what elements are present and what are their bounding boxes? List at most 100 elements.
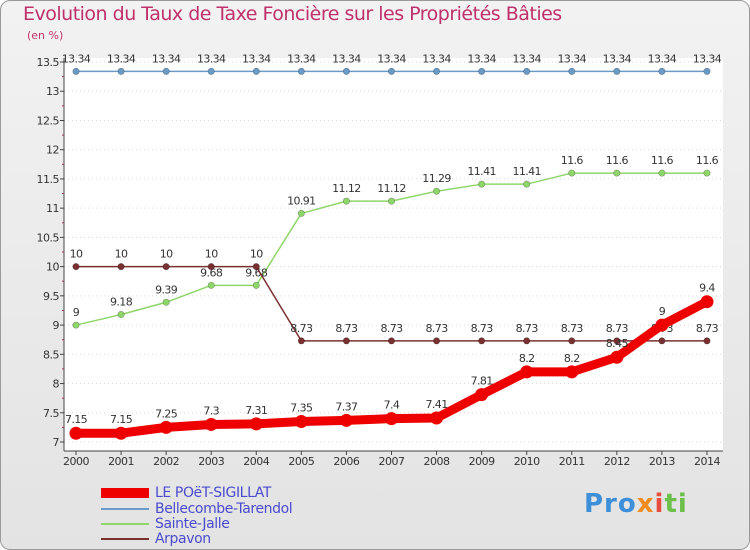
legend-label-arpavon: Arpavon	[155, 531, 211, 547]
data-label-bellecombe-tarendol: 13.34	[648, 52, 677, 65]
data-label-arpavon: 8.73	[380, 322, 403, 335]
data-label-sainte-jalle: 11.6	[606, 154, 629, 167]
data-point-arpavon	[478, 337, 486, 345]
data-label-le-poet-sigillat: 9	[659, 305, 666, 318]
y-tick-label: 8.5	[43, 348, 59, 361]
y-tick-label: 7.5	[43, 407, 59, 420]
legend-item-le-poet-sigillat: LE POëT-SIGILLAT	[101, 485, 341, 501]
x-tick-label: 2006	[333, 455, 359, 468]
proxiti-logo: Proxiti	[584, 489, 688, 519]
data-label-bellecombe-tarendol: 13.34	[62, 52, 91, 65]
data-point-sainte-jalle	[117, 311, 125, 319]
logo-part-3: i	[654, 489, 665, 519]
data-point-le-poet-sigillat	[655, 318, 669, 332]
data-label-arpavon: 8.73	[696, 322, 719, 335]
data-label-bellecombe-tarendol: 13.34	[467, 52, 496, 65]
x-tick-label: 2004	[243, 455, 269, 468]
x-tick-label: 2010	[514, 455, 540, 468]
data-point-le-poet-sigillat	[610, 350, 624, 364]
data-point-arpavon	[658, 337, 666, 345]
data-label-le-poet-sigillat: 7.15	[110, 413, 133, 426]
data-point-sainte-jalle	[658, 169, 666, 177]
data-label-sainte-jalle: 9.68	[200, 266, 223, 279]
data-label-bellecombe-tarendol: 13.34	[152, 52, 181, 65]
data-label-bellecombe-tarendol: 13.34	[422, 52, 451, 65]
legend-label-bellecombe-tarendol: Bellecombe-Tarendol	[155, 501, 293, 517]
data-point-bellecombe-tarendol	[433, 67, 441, 75]
data-point-arpavon	[433, 337, 441, 345]
x-tick-label: 2007	[378, 455, 404, 468]
data-point-le-poet-sigillat	[430, 411, 444, 425]
data-label-sainte-jalle: 11.6	[651, 154, 674, 167]
data-point-bellecombe-tarendol	[478, 67, 486, 75]
data-point-bellecombe-tarendol	[523, 67, 531, 75]
data-point-le-poet-sigillat	[294, 415, 308, 429]
data-label-le-poet-sigillat: 8.2	[564, 352, 580, 365]
data-point-le-poet-sigillat	[69, 426, 83, 440]
data-label-le-poet-sigillat: 7.35	[290, 402, 313, 415]
data-point-le-poet-sigillat	[565, 365, 579, 379]
legend-swatch-le-poet-sigillat	[101, 488, 149, 498]
data-point-le-poet-sigillat	[204, 417, 218, 431]
data-point-sainte-jalle	[342, 197, 350, 205]
x-tick-label: 2003	[198, 455, 224, 468]
data-label-le-poet-sigillat: 7.4	[384, 399, 400, 412]
data-label-arpavon: 8.73	[471, 322, 494, 335]
legend-swatch-sainte-jalle	[101, 523, 149, 525]
data-point-sainte-jalle	[568, 169, 576, 177]
y-tick-label: 8	[53, 378, 60, 391]
y-tick-label: 11	[46, 202, 59, 215]
y-tick-label: 10.5	[37, 231, 60, 244]
legend-swatch-bellecombe-tarendol	[101, 508, 149, 510]
data-label-bellecombe-tarendol: 13.34	[693, 52, 722, 65]
data-point-arpavon	[72, 263, 80, 271]
data-label-le-poet-sigillat: 7.3	[203, 404, 219, 417]
x-tick-label: 2012	[604, 455, 630, 468]
data-label-arpavon: 8.73	[606, 322, 629, 335]
data-label-arpavon: 8.73	[516, 322, 539, 335]
data-label-arpavon: 8.73	[561, 322, 584, 335]
data-label-le-poet-sigillat: 7.41	[426, 398, 448, 411]
data-point-arpavon	[207, 263, 215, 271]
data-label-sainte-jalle: 11.6	[696, 154, 719, 167]
data-point-arpavon	[117, 263, 125, 271]
y-tick-label: 12.5	[37, 114, 60, 127]
data-label-bellecombe-tarendol: 13.34	[287, 52, 316, 65]
data-label-le-poet-sigillat: 7.15	[65, 413, 88, 426]
logo-part-1: Pro	[584, 489, 637, 519]
data-label-bellecombe-tarendol: 13.34	[558, 52, 587, 65]
data-label-le-poet-sigillat: 7.81	[471, 375, 493, 388]
data-label-le-poet-sigillat: 7.25	[155, 407, 178, 420]
data-point-bellecombe-tarendol	[568, 67, 576, 75]
data-point-sainte-jalle	[297, 209, 305, 217]
plot-area	[64, 58, 723, 451]
y-tick-label: 13	[46, 85, 59, 98]
data-label-sainte-jalle: 11.12	[332, 182, 361, 195]
data-label-le-poet-sigillat: 7.37	[335, 400, 358, 413]
data-point-bellecombe-tarendol	[387, 67, 395, 75]
data-point-sainte-jalle	[478, 180, 486, 188]
data-point-arpavon	[387, 337, 395, 345]
data-label-le-poet-sigillat: 9.4	[699, 282, 715, 295]
data-point-arpavon	[297, 337, 305, 345]
data-point-bellecombe-tarendol	[72, 67, 80, 75]
data-point-arpavon	[703, 337, 711, 345]
data-point-bellecombe-tarendol	[207, 67, 215, 75]
data-point-bellecombe-tarendol	[117, 67, 125, 75]
legend-label-sainte-jalle: Sainte-Jalle	[155, 516, 230, 532]
data-point-bellecombe-tarendol	[703, 67, 711, 75]
data-point-le-poet-sigillat	[249, 417, 263, 431]
logo-part-2: x	[636, 489, 655, 519]
data-label-bellecombe-tarendol: 13.34	[332, 52, 361, 65]
y-unit-label: (en %)	[27, 29, 64, 42]
data-label-arpavon: 10	[160, 248, 173, 261]
data-point-sainte-jalle	[387, 197, 395, 205]
data-point-le-poet-sigillat	[384, 412, 398, 426]
data-point-le-poet-sigillat	[339, 413, 353, 427]
legend-item-arpavon: Arpavon	[101, 531, 341, 547]
data-label-bellecombe-tarendol: 13.34	[512, 52, 541, 65]
x-tick-label: 2011	[559, 455, 585, 468]
x-tick-label: 2009	[469, 455, 495, 468]
